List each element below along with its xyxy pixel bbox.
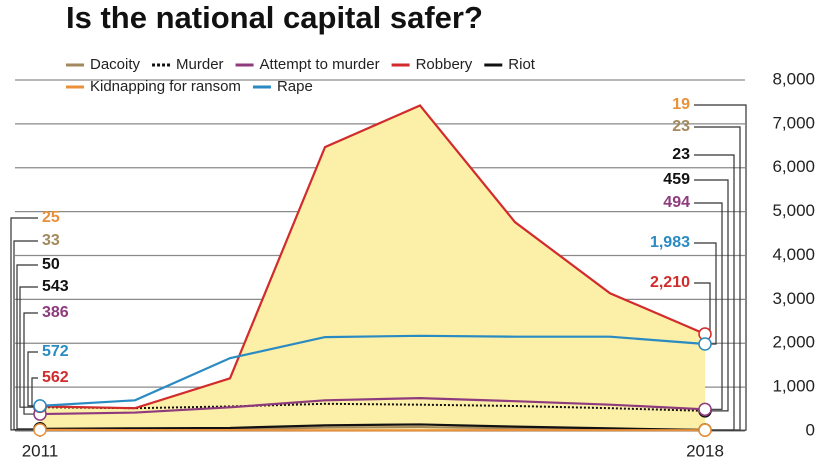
end-marker (33, 399, 47, 413)
value-label: 543 (42, 278, 69, 295)
legend-label: Rape (277, 78, 313, 95)
y-tick-label: 2,000 (772, 333, 815, 352)
end-marker (33, 423, 47, 437)
chart-title: Is the national capital safer? (66, 0, 483, 35)
value-label: 33 (42, 232, 60, 249)
y-tick-label: 7,000 (772, 113, 815, 132)
legend: Dacoity Murder Attempt to murder Robbery Rio… (66, 56, 536, 95)
value-label: 23 (672, 118, 690, 135)
leader-line (694, 104, 747, 431)
legend-label: Attempt to murder (260, 56, 380, 73)
series-line (39, 423, 706, 432)
series-line (39, 396, 706, 416)
x-tick-label: 2018 (686, 441, 724, 460)
y-tick-label: 6,000 (772, 157, 815, 176)
leader-line (23, 312, 40, 415)
plot: 33 23 543 459 386 494 562 2,210 50 23 25 19 572 1,983 (10, 96, 747, 437)
end-marker (698, 402, 712, 417)
y-tick-label: 4,000 (772, 245, 815, 264)
end-marker (698, 423, 712, 437)
value-label: 459 (663, 171, 690, 188)
leader-line (694, 179, 729, 412)
value-label: 494 (663, 194, 690, 211)
legend-label: Riot (508, 56, 536, 73)
value-label: 25 (42, 209, 60, 226)
leader-line (16, 264, 40, 430)
value-label: 572 (42, 343, 69, 360)
series-line (39, 104, 706, 410)
value-label: 23 (672, 146, 690, 163)
legend-label: Kidnapping for ransom (90, 78, 241, 95)
area-fill (40, 105, 705, 431)
value-label: 2,210 (650, 274, 690, 291)
value-label: 19 (672, 96, 690, 113)
leader-line (694, 282, 711, 335)
leader-line (694, 202, 723, 410)
y-tick-label: 1,000 (772, 377, 815, 396)
legend-label: Robbery (416, 56, 473, 73)
value-label: 386 (42, 304, 69, 321)
x-tick-label: 2011 (22, 441, 59, 460)
y-tick-label: 0 (806, 420, 815, 439)
leader-line (19, 286, 40, 408)
y-tick-label: 3,000 (772, 289, 815, 308)
leader-line (10, 217, 40, 431)
legend-label: Dacoity (90, 56, 141, 73)
series-line (39, 334, 706, 408)
y-tick-label: 8,000 (772, 69, 815, 88)
end-marker (698, 337, 712, 351)
leader-line (27, 351, 40, 407)
value-label: 1,983 (650, 234, 690, 251)
y-tick-label: 5,000 (772, 201, 815, 220)
series-line (39, 402, 706, 412)
value-label: 50 (42, 256, 60, 273)
value-label: 562 (42, 369, 69, 386)
legend-label: Murder (176, 56, 224, 73)
